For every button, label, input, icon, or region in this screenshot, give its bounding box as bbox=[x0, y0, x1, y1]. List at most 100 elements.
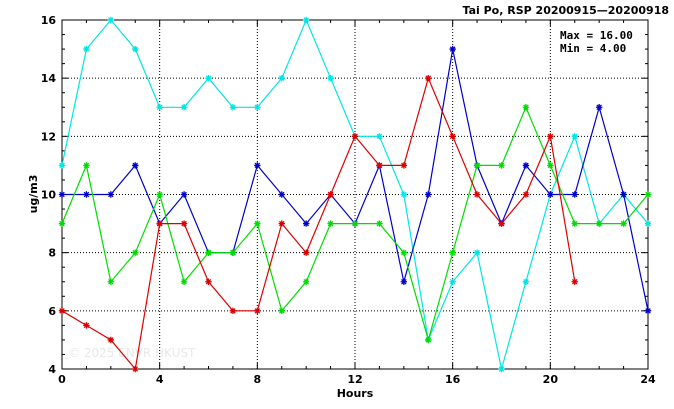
data-point bbox=[107, 336, 115, 344]
data-point bbox=[278, 74, 285, 82]
data-point bbox=[83, 322, 90, 329]
data-point bbox=[302, 249, 310, 256]
y-tick-label: 8 bbox=[48, 247, 56, 260]
data-point bbox=[644, 307, 652, 315]
max-label: Max = 16.00 bbox=[560, 29, 633, 42]
data-point bbox=[522, 278, 530, 285]
data-point bbox=[547, 162, 554, 169]
data-point bbox=[107, 278, 115, 285]
x-tick-label: 24 bbox=[640, 373, 656, 386]
data-point bbox=[132, 45, 139, 53]
data-point bbox=[229, 104, 237, 111]
data-point bbox=[229, 249, 237, 256]
data-point bbox=[58, 162, 66, 169]
data-point bbox=[449, 249, 456, 256]
data-point bbox=[351, 220, 359, 227]
data-point bbox=[205, 74, 212, 82]
series-line bbox=[61, 76, 576, 371]
data-point bbox=[254, 104, 261, 111]
data-point bbox=[254, 307, 261, 315]
data-point bbox=[571, 133, 578, 140]
data-point bbox=[400, 191, 408, 198]
data-point bbox=[449, 278, 456, 285]
data-point bbox=[58, 307, 66, 315]
data-point bbox=[302, 220, 310, 227]
data-point bbox=[107, 191, 115, 198]
data-point bbox=[498, 162, 505, 169]
data-point bbox=[327, 191, 334, 198]
data-point bbox=[522, 162, 530, 169]
data-point bbox=[425, 191, 432, 198]
data-point bbox=[571, 278, 578, 285]
data-point bbox=[620, 220, 627, 227]
data-point bbox=[473, 191, 481, 198]
data-point bbox=[327, 74, 334, 82]
data-point bbox=[400, 249, 408, 256]
data-point bbox=[376, 162, 383, 169]
data-point bbox=[180, 278, 188, 285]
data-point bbox=[180, 220, 188, 227]
y-tick-label: 10 bbox=[41, 189, 57, 202]
data-point bbox=[620, 191, 627, 198]
series-2 bbox=[58, 104, 652, 344]
data-point bbox=[83, 162, 90, 169]
data-point bbox=[376, 220, 383, 227]
data-point bbox=[425, 336, 432, 344]
data-point bbox=[132, 365, 139, 373]
data-point bbox=[547, 133, 554, 140]
min-label: Min = 4.00 bbox=[560, 42, 626, 55]
y-tick-label: 12 bbox=[41, 130, 56, 143]
y-tick-label: 14 bbox=[41, 72, 57, 85]
data-point bbox=[132, 162, 139, 169]
x-tick-label: 0 bbox=[58, 373, 66, 386]
x-tick-label: 8 bbox=[254, 373, 262, 386]
data-point bbox=[83, 191, 90, 198]
data-point bbox=[473, 249, 481, 256]
data-point bbox=[180, 191, 188, 198]
data-point bbox=[449, 45, 456, 53]
data-point bbox=[278, 191, 285, 198]
data-point bbox=[83, 45, 90, 53]
x-tick-label: 12 bbox=[347, 373, 362, 386]
data-point bbox=[205, 278, 212, 285]
data-point bbox=[425, 74, 432, 82]
data-point bbox=[376, 133, 383, 140]
y-tick-label: 16 bbox=[41, 14, 57, 27]
data-point bbox=[595, 104, 603, 111]
x-axis-label: Hours bbox=[337, 387, 374, 400]
x-tick-label: 16 bbox=[445, 373, 461, 386]
data-point bbox=[400, 278, 408, 285]
data-point bbox=[327, 220, 334, 227]
x-tick-label: 20 bbox=[543, 373, 559, 386]
data-point bbox=[156, 220, 163, 227]
x-tick-label: 4 bbox=[156, 373, 164, 386]
data-point bbox=[351, 133, 359, 140]
data-point bbox=[400, 162, 408, 169]
data-point bbox=[278, 220, 285, 227]
data-point bbox=[522, 104, 530, 111]
data-point bbox=[58, 220, 66, 227]
watermark: © 2025 ENVR HKUST bbox=[68, 346, 196, 360]
data-point bbox=[254, 220, 261, 227]
data-point bbox=[547, 191, 554, 198]
data-point bbox=[571, 191, 578, 198]
data-point bbox=[498, 220, 505, 227]
data-point bbox=[302, 278, 310, 285]
data-point bbox=[107, 16, 115, 24]
data-point bbox=[522, 191, 530, 198]
data-point bbox=[205, 249, 212, 256]
data-point bbox=[278, 307, 285, 315]
data-point bbox=[644, 191, 652, 198]
data-point bbox=[644, 220, 652, 227]
data-point bbox=[473, 162, 481, 169]
data-point bbox=[595, 220, 603, 227]
y-tick-label: 4 bbox=[48, 363, 56, 376]
series-3 bbox=[58, 74, 578, 373]
data-point bbox=[302, 16, 310, 24]
chart-title: Tai Po, RSP 20200915—20200918 bbox=[463, 4, 669, 17]
data-point bbox=[571, 220, 578, 227]
data-point bbox=[132, 249, 139, 256]
data-point bbox=[180, 104, 188, 111]
data-point bbox=[449, 133, 456, 140]
